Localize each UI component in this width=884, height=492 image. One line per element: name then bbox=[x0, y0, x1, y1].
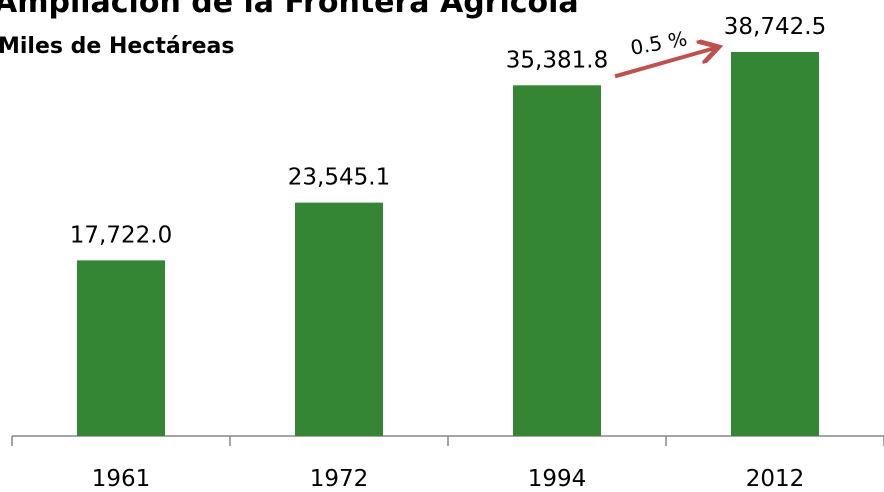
value-label: 38,742.5 bbox=[724, 14, 826, 40]
x-tick-label: 2012 bbox=[746, 466, 805, 492]
bar bbox=[77, 260, 165, 436]
x-tick-label: 1961 bbox=[92, 466, 151, 492]
x-tick-label: 1994 bbox=[528, 466, 587, 492]
bar bbox=[513, 85, 601, 436]
bar bbox=[295, 202, 383, 436]
value-label: 23,545.1 bbox=[288, 165, 390, 191]
annotation-arrow bbox=[614, 48, 715, 79]
chart-subtitle: Miles de Hectáreas bbox=[0, 34, 234, 59]
bar bbox=[731, 52, 819, 436]
value-label: 35,381.8 bbox=[506, 47, 608, 73]
chart-title: Ampliación de la Frontera Agrícola bbox=[0, 0, 579, 20]
annotation: 0.5 % bbox=[629, 26, 689, 60]
x-tick-label: 1972 bbox=[310, 466, 369, 492]
value-label: 17,722.0 bbox=[70, 222, 172, 248]
